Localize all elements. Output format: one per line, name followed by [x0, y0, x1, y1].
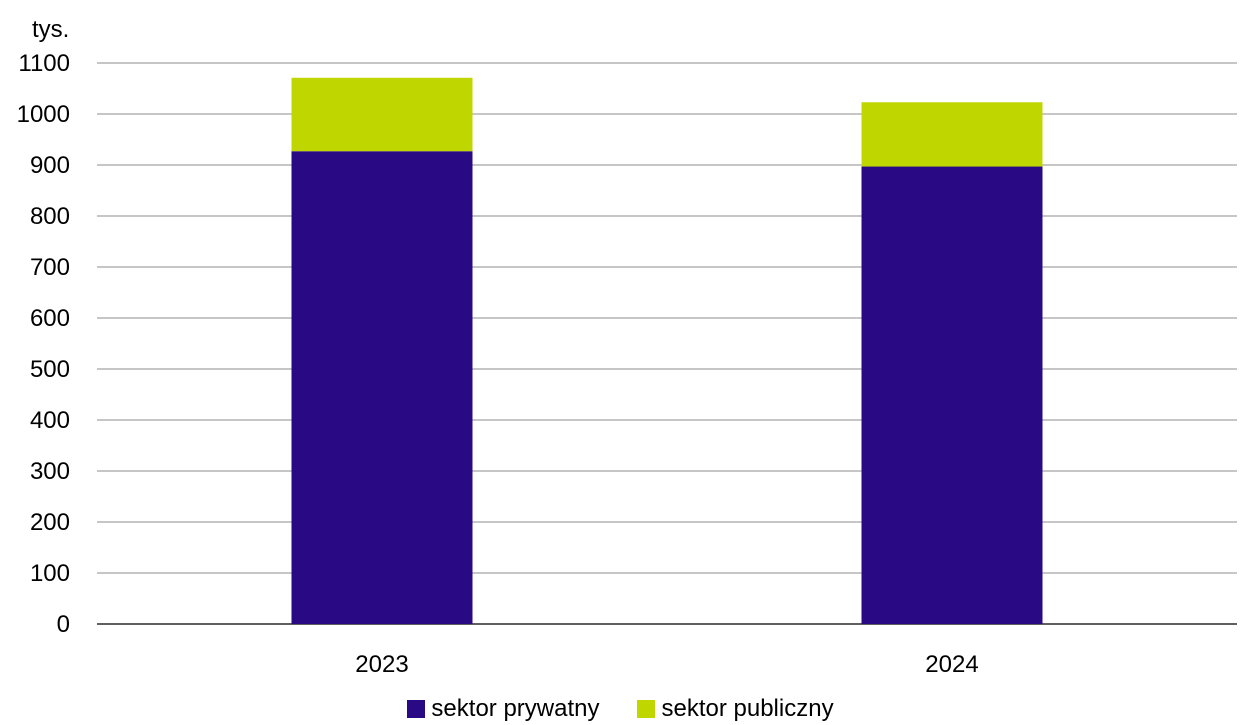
y-tick-label: 600 — [30, 305, 70, 332]
y-tick-label: 1000 — [17, 101, 70, 128]
legend-swatch-public — [637, 700, 655, 718]
y-tick-label: 1100 — [18, 50, 70, 77]
bar-segment-private-2023 — [292, 151, 473, 624]
y-tick-label: 200 — [30, 509, 70, 536]
legend-label-private: sektor prywatny — [431, 695, 599, 723]
legend-item-private: sektor prywatny — [407, 695, 599, 723]
x-tick-label: 2023 — [355, 651, 408, 678]
bar-segment-public-2024 — [862, 102, 1043, 166]
x-axis-ticks: 2023 2024 — [355, 651, 978, 678]
y-axis-unit-label: tys. — [32, 16, 69, 43]
y-tick-label: 700 — [30, 254, 70, 281]
y-tick-label: 300 — [30, 458, 70, 485]
legend-label-public: sektor publiczny — [661, 695, 833, 723]
y-axis-ticks: 0 100 200 300 400 500 600 700 800 900 1000 1100 — [17, 50, 70, 638]
bar-segment-public-2023 — [292, 78, 473, 151]
y-tick-label: 0 — [57, 611, 70, 638]
bar-segment-private-2024 — [862, 167, 1043, 624]
y-tick-label: 900 — [30, 152, 70, 179]
bars — [292, 78, 1043, 624]
legend-item-public: sektor publiczny — [637, 695, 833, 723]
x-tick-label: 2024 — [925, 651, 978, 678]
y-tick-label: 100 — [30, 560, 70, 587]
legend-swatch-private — [407, 700, 425, 718]
y-tick-label: 500 — [30, 356, 70, 383]
y-tick-label: 400 — [30, 407, 70, 434]
y-tick-label: 800 — [30, 203, 70, 230]
legend: sektor prywatny sektor publiczny — [0, 694, 1241, 724]
gridlines — [97, 63, 1237, 624]
